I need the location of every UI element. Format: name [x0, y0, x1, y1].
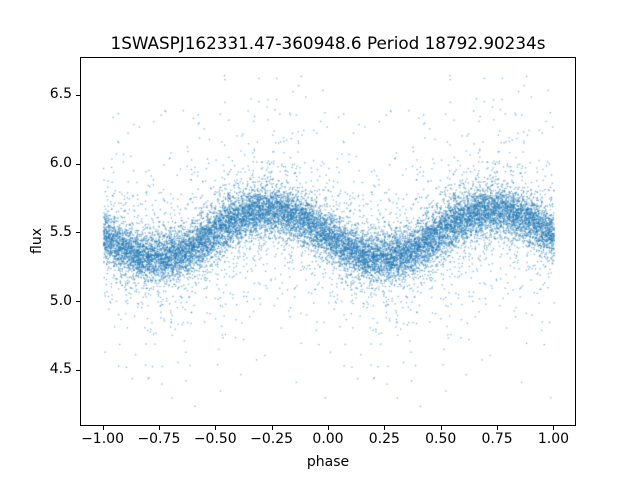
y-axis-label: flux — [29, 228, 45, 254]
x-axis-label: phase — [306, 454, 350, 470]
y-tick-mark — [76, 301, 80, 303]
x-tick-mark — [384, 425, 386, 430]
x-tick-label: 0.75 — [481, 431, 513, 447]
y-tick-mark — [76, 163, 80, 165]
x-tick-label: −0.25 — [250, 431, 294, 447]
plot-area — [80, 56, 577, 427]
x-tick-mark — [215, 425, 217, 430]
y-tick-label: 6.5 — [49, 86, 72, 103]
x-tick-mark — [271, 425, 273, 430]
x-tick-label: −1.00 — [81, 431, 124, 447]
x-tick-label: 0.25 — [368, 431, 400, 447]
x-tick-mark — [497, 425, 499, 430]
x-tick-label: 0.00 — [312, 431, 344, 447]
x-tick-mark — [328, 425, 329, 430]
x-tick-label: −0.50 — [193, 431, 237, 447]
x-tick-mark — [553, 425, 555, 430]
x-tick-mark — [158, 425, 160, 430]
y-tick-label: 5.0 — [49, 292, 72, 309]
x-tick-label: 0.50 — [425, 431, 457, 447]
x-tick-label: −0.75 — [137, 431, 181, 447]
y-tick-label: 5.5 — [49, 223, 72, 240]
y-tick-mark — [76, 94, 80, 96]
y-tick-label: 6.0 — [49, 155, 72, 172]
x-tick-mark — [440, 425, 442, 430]
scatter-points-canvas — [81, 57, 577, 427]
x-tick-mark — [102, 425, 104, 430]
y-tick-mark — [76, 369, 80, 371]
chart-title: 1SWASPJ162331.47-360948.6 Period 18792.9… — [110, 33, 546, 53]
x-tick-label: 1.00 — [537, 431, 570, 447]
y-tick-label: 4.5 — [49, 361, 72, 378]
y-tick-mark — [76, 232, 80, 234]
